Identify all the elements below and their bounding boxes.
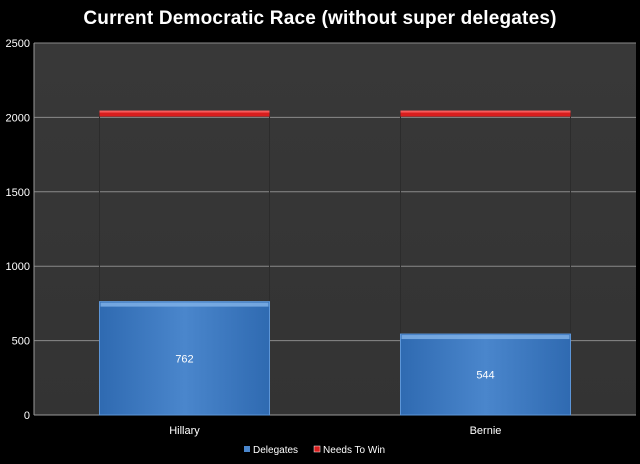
legend-swatch-delegates (244, 446, 250, 452)
bar-delegates-top-bernie (401, 335, 570, 340)
legend-label-needs-to-win: Needs To Win (323, 445, 385, 456)
x-tick-label-bernie: Bernie (470, 425, 502, 437)
chart-title: Current Democratic Race (without super d… (83, 8, 557, 29)
marker-needs-to-win-bernie (400, 110, 571, 117)
bar-delegates-bernie (400, 333, 571, 416)
marker-needs-to-win-highlight-bernie (400, 110, 571, 113)
y-tick-label-0: 0 (24, 410, 30, 422)
bar-delegates-top-hillary (100, 302, 269, 307)
y-tick-label-1500: 1500 (6, 187, 30, 199)
marker-needs-to-win-highlight-hillary (99, 110, 270, 113)
bar-delegates-hillary (99, 301, 270, 416)
data-label-delegates-hillary: 762 (175, 353, 193, 365)
marker-needs-to-win-hillary (99, 110, 270, 117)
data-label-delegates-bernie: 544 (476, 370, 494, 382)
x-tick-label-hillary: Hillary (169, 425, 200, 437)
legend-swatch-needs-to-win (313, 445, 321, 453)
y-tick-label-2000: 2000 (6, 112, 30, 124)
y-tick-label-2500: 2500 (6, 38, 30, 50)
y-tick-label-1000: 1000 (6, 261, 30, 273)
legend-label-delegates: Delegates (253, 445, 298, 456)
y-tick-label-500: 500 (12, 336, 30, 348)
